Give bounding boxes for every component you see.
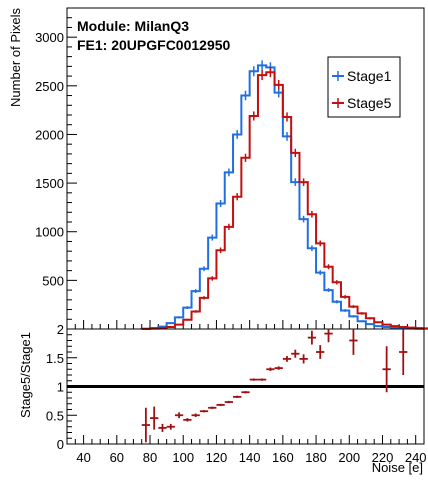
fe-label: FE1: 20UPGFC0012950	[77, 37, 231, 53]
ratio-point	[282, 356, 292, 362]
module-label: Module: MilanQ3	[77, 18, 189, 34]
ratio-point	[382, 346, 391, 393]
top-y-tick-label: 1000	[35, 225, 64, 240]
legend: Stage1 Stage5	[327, 56, 401, 118]
ratio-point	[183, 418, 192, 422]
ratio-point	[174, 412, 184, 419]
ratio-y-tick-label: 0.5	[46, 408, 64, 423]
ratio-y-tick-label: 2	[57, 322, 64, 337]
ratio-point	[216, 403, 225, 407]
top-y-tick-label: 2000	[35, 127, 64, 142]
x-tick-label: 120	[206, 450, 228, 465]
ratio-point	[249, 378, 258, 381]
ratio-point	[208, 406, 217, 409]
ratio-y-axis-title: Stage5/Stage1	[18, 332, 33, 418]
series-step-line	[140, 64, 428, 330]
ratio-point	[166, 423, 175, 430]
x-tick-label: 200	[338, 450, 360, 465]
ratio-y-tick-label: 1.5	[46, 351, 64, 366]
top-y-tick-label: 2500	[35, 79, 64, 94]
ratio-point	[307, 330, 317, 345]
top-y-tick-label: 500	[42, 273, 64, 288]
top-y-axis: 500 1000 1500 2000 2500 3000	[35, 17, 77, 320]
x-tick-label: 40	[76, 450, 90, 465]
ratio-point	[199, 410, 209, 413]
ratio-point	[224, 400, 234, 404]
ratio-point	[266, 367, 275, 371]
top-y-tick-label: 3000	[35, 30, 64, 45]
ratio-point	[316, 345, 325, 359]
x-tick-label: 240	[405, 450, 427, 465]
ratio-point	[241, 391, 250, 394]
x-tick-label: 60	[110, 450, 124, 465]
x-axis-title: Noise [e]	[372, 460, 423, 475]
top-y-tick-label: 1500	[35, 176, 64, 191]
ratio-point	[291, 349, 300, 358]
x-tick-label: 180	[305, 450, 327, 465]
legend-box	[327, 56, 401, 118]
ratio-y-axis: 0 0.5 1 1.5 2	[46, 322, 77, 452]
ratio-y-tick-label: 0	[57, 437, 64, 452]
ratio-point	[233, 395, 242, 398]
x-tick-label: 80	[143, 450, 157, 465]
top-y-axis-title: Number of Pixels	[8, 8, 23, 107]
ratio-point	[274, 366, 283, 370]
x-tick-label: 220	[372, 450, 394, 465]
x-tick-label: 160	[272, 450, 294, 465]
ratio-panel: 0 0.5 1 1.5 2 40 60 80 100 120 140 160 180 200 220 240…	[18, 322, 427, 475]
x-tick-label: 100	[172, 450, 194, 465]
ratio-point	[158, 423, 167, 432]
top-plot-frame	[66, 7, 425, 330]
x-tick-label: 140	[239, 450, 261, 465]
ratio-point	[299, 354, 308, 364]
ratio-point	[257, 378, 267, 381]
series-stage5	[140, 67, 428, 330]
top-series-group	[140, 60, 428, 330]
ratio-points-group	[141, 329, 408, 443]
legend-label-stage1: Stage1	[347, 68, 392, 84]
ratio-point	[399, 329, 408, 375]
ratio-point	[141, 407, 151, 443]
ratio-point	[191, 413, 200, 417]
ratio-point	[349, 329, 358, 355]
x-axis: 40 60 80 100 120 140 160 180 200 220 240	[74, 435, 427, 465]
ratio-y-tick-label: 1	[57, 380, 64, 395]
legend-label-stage5: Stage5	[347, 95, 392, 111]
ratio-point	[324, 329, 333, 343]
ratio-point	[150, 406, 159, 430]
